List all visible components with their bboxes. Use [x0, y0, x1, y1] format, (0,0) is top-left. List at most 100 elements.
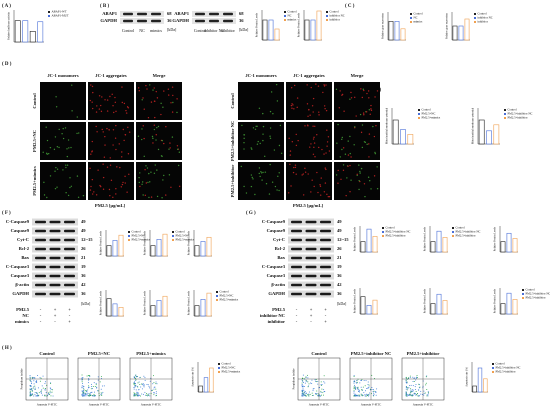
event-dot [153, 394, 154, 395]
event-dot [417, 377, 418, 378]
cell-dot [67, 165, 68, 166]
cell-dot [46, 127, 47, 128]
cell-dot [263, 126, 264, 127]
event-dot [139, 377, 140, 378]
cell-dot [113, 112, 114, 113]
column-header: JC-1 monomers [245, 73, 276, 78]
y-label: Relative Protein Levels [424, 227, 427, 251]
event-dot [428, 392, 429, 393]
event-dot [302, 385, 303, 386]
y-label: Relative gene expression [446, 12, 449, 39]
bar [373, 300, 377, 314]
cell-dot [292, 141, 293, 142]
event-dot [83, 394, 84, 395]
blot-band [50, 221, 61, 224]
event-dot [49, 394, 50, 395]
cell-dot [336, 142, 337, 143]
cell-dot [92, 179, 93, 180]
legend-swatch [216, 299, 218, 301]
cell-dot [340, 179, 341, 180]
y-label: Relative Protein Levels [144, 231, 147, 255]
event-dot [425, 384, 426, 385]
bar [494, 125, 499, 144]
event-dot [418, 395, 419, 396]
cell-dot [370, 105, 371, 106]
cell-dot [293, 108, 294, 109]
cell-dot [104, 136, 105, 137]
event-dot [31, 395, 32, 396]
event-dot [324, 375, 325, 376]
kda-label: 26 [81, 246, 86, 251]
cell-dot [259, 108, 260, 109]
condition-label: NC [22, 313, 29, 318]
protein-label: Bax [21, 255, 29, 260]
bar [195, 306, 199, 316]
legend-swatch [492, 371, 494, 373]
cell-dot [295, 167, 296, 168]
cell-dot [163, 175, 164, 176]
blot-band [50, 284, 61, 287]
cell-dot [312, 111, 313, 112]
sign: - [296, 313, 298, 318]
cell-dot [177, 145, 178, 146]
cell-dot [304, 168, 305, 169]
cell-dot [360, 114, 361, 115]
event-dot [85, 393, 86, 394]
blot-band [223, 13, 233, 15]
blot-band [320, 266, 331, 269]
sign: - [310, 319, 312, 324]
micrograph [88, 162, 134, 200]
event-dot [363, 392, 364, 393]
event-dot [373, 391, 374, 392]
event-dot [368, 381, 369, 382]
cell-dot [103, 177, 104, 178]
event-dot [82, 383, 83, 384]
event-dot [419, 384, 420, 385]
cell-dot [155, 139, 156, 140]
cell-dot [54, 171, 55, 172]
cell-dot [165, 194, 166, 195]
event-dot [373, 395, 374, 396]
plot-title: PM2.5+mimics [136, 351, 166, 356]
event-dot [88, 375, 89, 376]
cell-dot [266, 183, 267, 184]
blot-band [35, 266, 46, 269]
event-dot [313, 388, 314, 389]
sign: - [40, 313, 42, 318]
x-axis-label: Annexin V-FITC [37, 403, 57, 407]
event-dot [426, 389, 427, 390]
cell-dot [142, 181, 143, 182]
event-dot [155, 383, 156, 384]
event-dot [88, 385, 89, 386]
blot-band [35, 284, 46, 287]
blot-band [50, 257, 61, 260]
event-dot [134, 393, 135, 394]
event-dot [143, 376, 144, 377]
event-dot [92, 388, 93, 389]
micrograph [88, 82, 134, 120]
blot-band [320, 257, 331, 260]
cell-dot [350, 92, 351, 93]
event-dot [302, 381, 303, 382]
event-dot [35, 388, 36, 389]
plot-title: PM2.5+inhibitor [407, 351, 440, 356]
event-dot [30, 391, 31, 392]
y-label: Relative Protein Levels [188, 231, 191, 255]
cell-dot [270, 138, 271, 139]
event-dot [140, 395, 141, 396]
cell-dot [92, 86, 93, 87]
event-dot [82, 391, 83, 392]
cell-dot [107, 110, 108, 111]
event-dot [354, 376, 355, 377]
event-dot [354, 395, 355, 396]
event-dot [101, 389, 102, 390]
cell-dot [321, 149, 322, 150]
sign: + [310, 313, 313, 318]
blot-band [137, 13, 147, 15]
cell-dot [324, 108, 325, 109]
blot-band [320, 293, 331, 296]
bar [263, 20, 267, 40]
cell-dot [252, 178, 253, 179]
legend-swatch [418, 117, 420, 119]
event-dot [367, 394, 368, 395]
